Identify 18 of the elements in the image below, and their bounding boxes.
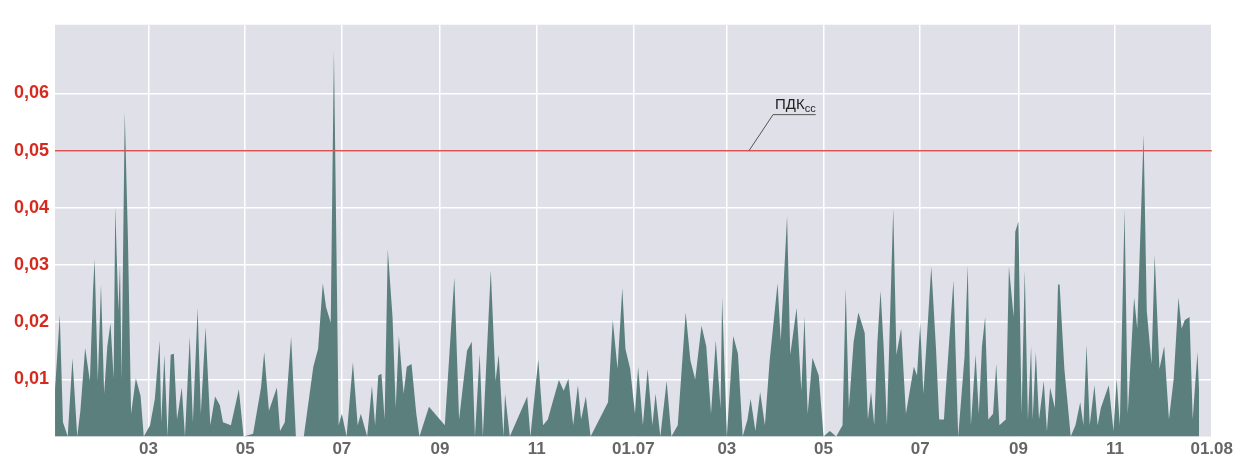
x-tick-label: 03 xyxy=(139,439,158,459)
y-tick-label: 0,03 xyxy=(13,253,50,274)
x-tick-label: 07 xyxy=(332,439,352,459)
x-tick-label: 07 xyxy=(910,439,930,459)
x-tick-label: 11 xyxy=(1106,439,1125,459)
x-tick-label: 11 xyxy=(527,439,546,459)
y-tick-label: 0,01 xyxy=(13,368,50,389)
x-tick-label: 09 xyxy=(430,439,450,459)
y-tick-label: 0,02 xyxy=(13,311,50,332)
x-tick-label: 01.08 xyxy=(1190,439,1233,459)
x-tick-label: 03 xyxy=(717,439,737,459)
y-tick-label: 0,05 xyxy=(13,139,50,160)
x-tick-label: 01.07 xyxy=(612,439,655,459)
x-tick-label: 09 xyxy=(1008,439,1028,459)
y-tick-label: 0,04 xyxy=(13,196,50,217)
x-tick-label: 05 xyxy=(235,439,255,459)
x-tick-label: 05 xyxy=(814,439,833,459)
y-tick-label: 0,06 xyxy=(13,82,50,103)
